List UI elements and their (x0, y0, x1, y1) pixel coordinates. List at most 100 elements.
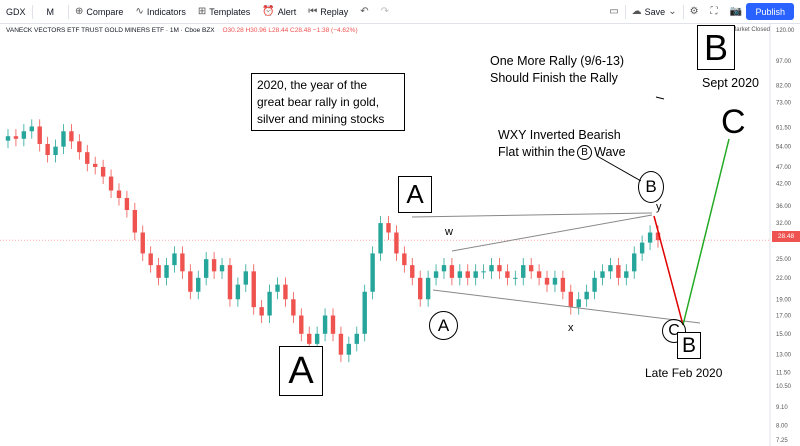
candle-body (211, 259, 217, 272)
candle-body (552, 277, 558, 285)
price-tick-label: 19.00 (776, 297, 792, 303)
price-tick-label: 7.25 (776, 438, 788, 444)
candle-body (497, 265, 502, 272)
candle-body (655, 232, 661, 241)
templates-button[interactable]: ⊞ Templates (192, 0, 256, 23)
chevron-down-icon: ⌄ (668, 6, 677, 17)
plus-circle-icon: ⊕ (75, 6, 84, 17)
candle-body (164, 265, 169, 278)
snapshot-button[interactable]: 📷 (724, 0, 748, 23)
redo-icon: ↷ (380, 6, 390, 17)
candle-body (299, 315, 304, 334)
templates-label: Templates (209, 6, 251, 17)
redo-button[interactable]: ↷ (375, 0, 395, 23)
note-line-2: great bear rally in gold, (257, 94, 380, 109)
candle-body (37, 126, 42, 144)
candle-body (568, 291, 574, 308)
note-line-1: 2020, the year of the (257, 77, 368, 92)
rally-line-1: One More Rally (9/6-13) (490, 54, 625, 68)
legend-title: VANECK VECTORS ETF TRUST GOLD MINERS ETF… (6, 27, 215, 34)
price-chart[interactable]: 120.00 97.00 82.00 73.00 61.50 54.00 47.00 42.0… (0, 24, 800, 446)
interval-button[interactable]: M (33, 0, 69, 23)
candle-body (624, 271, 629, 278)
publish-button[interactable]: Publish (746, 3, 794, 20)
replay-button[interactable]: ⏮ Replay (302, 0, 354, 23)
candle-body (322, 315, 328, 334)
candle-body (576, 299, 581, 308)
indicators-icon: ∿ (135, 6, 144, 17)
candle-body (410, 265, 415, 278)
candle-body (608, 265, 613, 272)
candle-body (457, 271, 463, 278)
candle-body (386, 223, 391, 233)
small-mark (655, 96, 665, 100)
camera-icon: 📷 (729, 6, 742, 17)
candle-body (473, 271, 478, 278)
b-box-small: B (677, 332, 701, 359)
candle-body (346, 343, 352, 355)
price-tick-label: 54.00 (776, 145, 792, 151)
price-tick-label: 25.00 (776, 257, 792, 263)
candle-body (307, 333, 312, 344)
b-circle: B (638, 171, 664, 203)
candle-body (140, 232, 145, 254)
w-trend-line (451, 214, 653, 252)
save-button[interactable]: ☁ Save ⌄ (626, 0, 683, 23)
candle-body (291, 299, 296, 316)
layout-icon: ▭ (609, 6, 619, 17)
settings-button[interactable]: ⚙ (684, 0, 705, 23)
candle-body (560, 277, 566, 292)
candle-body (92, 163, 98, 167)
candle-body (69, 131, 74, 142)
candle-body (394, 232, 399, 254)
price-tick-label: 120.00 (776, 28, 795, 34)
layout-button[interactable]: ▭ (603, 0, 624, 23)
publish-label: Publish (755, 6, 785, 17)
candle-body (251, 271, 256, 308)
candle-body (417, 277, 423, 300)
candle-body (489, 265, 494, 272)
current-price-tag: 28.48 (772, 231, 800, 242)
symbol-label: GDX (6, 6, 26, 17)
candle-body (632, 253, 637, 272)
price-tick-label: 36.00 (776, 204, 792, 210)
indicators-button[interactable]: ∿ Indicators (129, 0, 191, 23)
compare-button[interactable]: ⊕ Compare (69, 0, 129, 23)
fullscreen-button[interactable]: ⛶ (705, 0, 724, 23)
price-tick-label: 11.50 (776, 371, 791, 377)
candle-body (196, 277, 201, 292)
compare-label: Compare (86, 6, 124, 17)
top-toolbar: GDX M ⊕ Compare ∿ Indicators ⊞ Templates ⏰ A… (0, 0, 800, 24)
candle-body (370, 253, 375, 292)
candle-body (639, 242, 645, 254)
candle-body (544, 277, 550, 285)
candle-body (600, 271, 605, 278)
chart-legend: VANECK VECTORS ETF TRUST GOLD MINERS ETF… (6, 27, 358, 34)
symbol-search[interactable]: GDX (0, 0, 32, 23)
legend-ohlc: O30.28 H30.96 L28.44 C28.48 −1.38 (−4.62… (222, 27, 358, 34)
fullscreen-icon: ⛶ (710, 6, 718, 17)
candle-body (481, 271, 486, 273)
y-label: y (656, 201, 662, 213)
price-tick-label: 47.00 (776, 165, 792, 171)
candle-body (275, 284, 280, 292)
inline-b-circle: B (577, 145, 593, 161)
note-line-3: silver and mining stocks (257, 111, 385, 126)
price-tick-label: 73.00 (776, 101, 792, 107)
sept-label: Sept 2020 (702, 76, 759, 90)
channel-top-line (411, 212, 653, 218)
candle-body (584, 291, 589, 300)
candle-body (85, 152, 90, 164)
a-box-large: A (279, 346, 323, 396)
price-tick-label: 17.00 (776, 314, 792, 320)
price-tick-label: 42.00 (776, 181, 792, 187)
candle-body (243, 271, 249, 285)
candle-body (528, 265, 534, 272)
candle-body (203, 259, 209, 278)
candle-body (100, 166, 106, 177)
rally-line-2: Should Finish the Rally (490, 71, 618, 85)
pointer-line (596, 155, 642, 182)
undo-button[interactable]: ↶ (354, 0, 374, 23)
price-tick-label: 13.00 (776, 353, 792, 359)
alert-button[interactable]: ⏰ Alert (256, 0, 302, 23)
